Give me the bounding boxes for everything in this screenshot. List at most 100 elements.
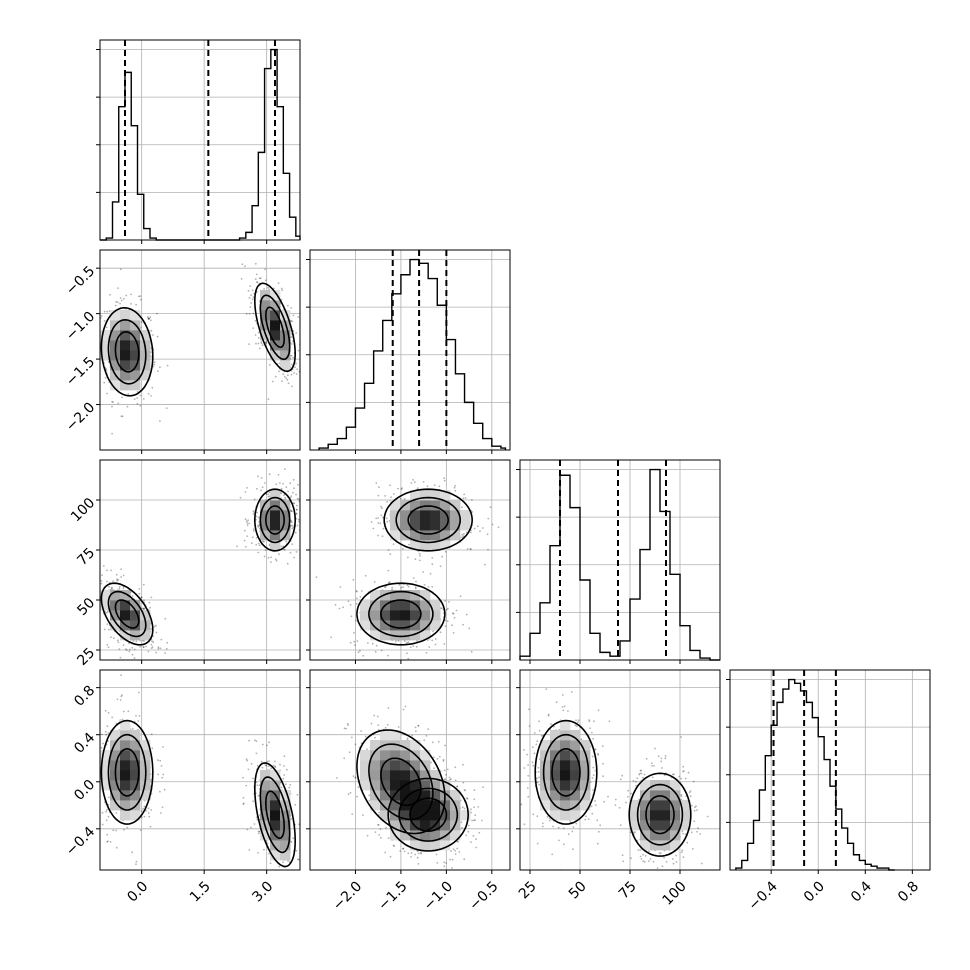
sample-point bbox=[401, 487, 403, 490]
pair-0-3-contour-1-2 bbox=[253, 762, 297, 868]
sample-point bbox=[157, 759, 159, 762]
sample-point bbox=[425, 735, 428, 737]
sample-point bbox=[429, 572, 432, 575]
sample-point bbox=[242, 802, 245, 805]
pair-1-3-contour-0-0 bbox=[380, 757, 422, 807]
sample-point bbox=[347, 600, 350, 603]
pair-panel-1-2 bbox=[306, 459, 511, 668]
density-cell bbox=[430, 600, 441, 611]
sample-point bbox=[338, 607, 341, 610]
sample-point bbox=[376, 715, 379, 718]
sample-point bbox=[354, 776, 357, 779]
density-cell bbox=[380, 730, 391, 741]
sample-point bbox=[97, 797, 99, 799]
sample-point bbox=[265, 493, 268, 496]
pair-2-3-content bbox=[520, 670, 720, 870]
sample-point bbox=[577, 721, 579, 724]
sample-point bbox=[462, 497, 465, 500]
sample-point bbox=[419, 554, 421, 557]
sample-point bbox=[350, 615, 353, 618]
sample-point bbox=[121, 694, 123, 697]
sample-point bbox=[137, 720, 140, 722]
sample-point bbox=[481, 527, 484, 529]
sample-point bbox=[120, 674, 122, 677]
density-cell bbox=[280, 350, 291, 361]
density-cell bbox=[280, 850, 291, 861]
sample-point bbox=[527, 774, 530, 777]
sample-point bbox=[101, 574, 103, 576]
pair-0-3-contour-0-1 bbox=[107, 733, 147, 811]
density-cell bbox=[280, 520, 291, 531]
sample-point bbox=[339, 586, 342, 588]
sample-point bbox=[296, 368, 298, 371]
sample-point bbox=[422, 571, 425, 573]
pair-1-2-density bbox=[360, 490, 471, 641]
density-cell bbox=[360, 750, 371, 761]
sample-point bbox=[444, 550, 447, 553]
sample-point bbox=[287, 382, 290, 385]
sample-point bbox=[342, 606, 344, 609]
density-cell bbox=[100, 330, 111, 341]
sample-point bbox=[123, 710, 125, 713]
sample-point bbox=[465, 797, 468, 800]
density-cell bbox=[260, 780, 271, 791]
sample-point bbox=[444, 625, 447, 628]
density-cell bbox=[270, 290, 281, 301]
sample-point bbox=[122, 297, 125, 300]
sample-point bbox=[150, 778, 152, 781]
sample-point bbox=[471, 499, 473, 501]
sample-point bbox=[592, 774, 595, 776]
sample-point bbox=[588, 720, 591, 723]
sample-point bbox=[142, 807, 145, 810]
pair-0-3-contour-0-2 bbox=[100, 719, 154, 825]
sample-point bbox=[123, 828, 125, 831]
pair-panel-2-3 bbox=[516, 669, 721, 874]
density-cell bbox=[360, 600, 371, 611]
sample-point bbox=[257, 524, 259, 527]
sample-point bbox=[263, 288, 265, 290]
pair-0-2-contour-0-1 bbox=[107, 590, 147, 638]
sample-point bbox=[295, 332, 298, 334]
sample-point bbox=[250, 762, 253, 765]
sample-point bbox=[379, 522, 382, 525]
sample-point bbox=[532, 813, 535, 816]
sample-point bbox=[161, 776, 164, 779]
pair-1-3-frame bbox=[309, 669, 511, 871]
sample-point bbox=[431, 563, 434, 566]
density-cell bbox=[400, 620, 411, 631]
density-cell bbox=[120, 600, 131, 611]
sample-point bbox=[343, 757, 346, 760]
sample-point bbox=[141, 607, 144, 610]
density-cell bbox=[400, 820, 411, 831]
sample-point bbox=[142, 583, 145, 586]
sample-point bbox=[121, 396, 123, 399]
sample-point bbox=[330, 636, 332, 639]
density-cell bbox=[390, 590, 401, 601]
sample-point bbox=[399, 497, 402, 500]
sample-point bbox=[387, 549, 390, 551]
sample-point bbox=[334, 603, 337, 606]
sample-point bbox=[378, 834, 381, 836]
density-cell bbox=[140, 610, 151, 621]
sample-point bbox=[255, 781, 258, 784]
sample-point bbox=[295, 849, 298, 852]
sample-point bbox=[248, 297, 251, 299]
sample-point bbox=[486, 533, 489, 536]
sample-point bbox=[287, 490, 289, 493]
sample-point bbox=[384, 726, 387, 729]
sample-point bbox=[252, 296, 255, 298]
sample-point bbox=[414, 586, 417, 589]
sample-point bbox=[254, 278, 257, 280]
sample-point bbox=[108, 796, 110, 799]
sample-point bbox=[301, 396, 303, 398]
sample-point bbox=[293, 372, 295, 374]
sample-point bbox=[115, 846, 118, 849]
sample-point bbox=[248, 739, 251, 742]
sample-point bbox=[567, 710, 569, 712]
sample-point bbox=[407, 585, 410, 588]
sample-point bbox=[370, 722, 373, 725]
sample-point bbox=[260, 489, 262, 492]
sample-point bbox=[257, 830, 260, 833]
sample-point bbox=[374, 666, 376, 668]
sample-point bbox=[356, 640, 359, 642]
